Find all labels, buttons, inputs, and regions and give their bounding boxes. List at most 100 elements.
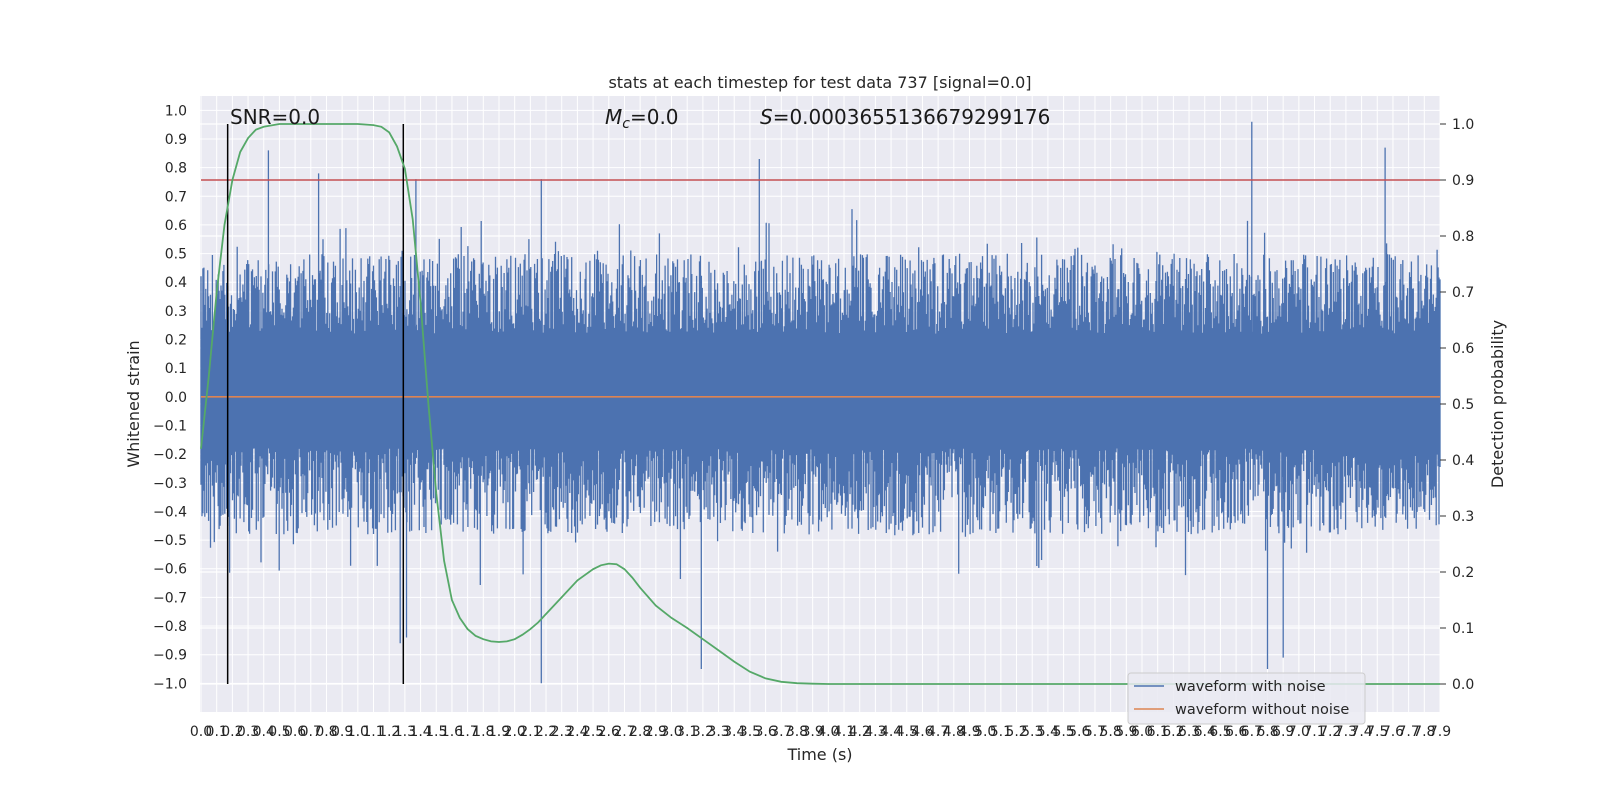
x-tick-label: 1.8: [472, 724, 494, 740]
x-tick-label: 0.9: [331, 724, 353, 740]
y-tick-label: 0.3: [165, 304, 187, 320]
y-tick-label: −0.6: [153, 562, 187, 578]
x-tick-label: 0.4: [253, 724, 275, 740]
y2-axis-label: Detection probability: [1488, 320, 1507, 488]
snr-annotation: SNR=0.0: [230, 105, 320, 129]
x-tick-label: 2.0: [504, 724, 526, 740]
x-tick-label: 6.2: [1162, 724, 1184, 740]
y-tick-label: −1.0: [153, 676, 187, 692]
x-tick-label: 6.3: [1178, 724, 1200, 740]
x-tick-label: 5.1: [990, 724, 1012, 740]
legend-label-noise: waveform with noise: [1175, 679, 1326, 695]
x-tick-label: 2.7: [613, 724, 635, 740]
series-waveform-with-noise: [200, 121, 1441, 684]
y2-tick-label: 0.7: [1452, 285, 1474, 301]
x-tick-label: 2.5: [582, 724, 604, 740]
x-tick-label: 5.5: [1052, 724, 1074, 740]
y2-tick-label: 1.0: [1452, 117, 1474, 133]
y-tick-label: −0.5: [153, 533, 187, 549]
y2-tick-label: 0.8: [1452, 229, 1474, 245]
x-tick-label: 0.7: [300, 724, 322, 740]
x-tick-label: 3.6: [754, 724, 776, 740]
y2-tick-label: 0.3: [1452, 509, 1474, 525]
x-tick-label: 6.7: [1241, 724, 1263, 740]
x-tick-label: 1.0: [347, 724, 369, 740]
y2-tick-label: 0.2: [1452, 565, 1474, 581]
y-tick-label: 0.0: [165, 390, 187, 406]
x-tick-label: 3.2: [692, 724, 714, 740]
x-tick-label: 6.8: [1256, 724, 1278, 740]
x-tick-label: 0.6: [284, 724, 306, 740]
x-tick-label: 7.1: [1303, 724, 1325, 740]
y-tick-label: 1.0: [165, 103, 187, 119]
x-tick-label: 7.0: [1288, 724, 1310, 740]
y2-tick-label: 0.0: [1452, 677, 1474, 693]
x-tick-label: 6.6: [1225, 724, 1247, 740]
x-tick-label: 0.3: [237, 724, 259, 740]
y2-tick-label: 0.9: [1452, 173, 1474, 189]
x-tick-label: 2.9: [645, 724, 667, 740]
y2-tick-label: 0.1: [1452, 621, 1474, 637]
y-tick-label: 0.9: [165, 132, 187, 148]
x-tick-label: 7.4: [1350, 724, 1372, 740]
x-axis-label: Time (s): [786, 745, 852, 764]
x-tick-label: 7.6: [1382, 724, 1404, 740]
y-axis-label: Whitened strain: [124, 340, 143, 467]
x-tick-label: 1.4: [409, 724, 431, 740]
x-tick-label: 4.4: [880, 724, 902, 740]
x-tick-label: 5.8: [1100, 724, 1122, 740]
x-tick-label: 4.9: [958, 724, 980, 740]
x-tick-label: 5.2: [1005, 724, 1027, 740]
y-tick-label: −0.7: [153, 590, 187, 606]
chart-title: stats at each timestep for test data 737…: [608, 73, 1031, 92]
x-tick-label: 3.4: [723, 724, 745, 740]
y2-axis-ticks: 1.0 0.9 0.8 0.7 0.6 0.5 0.4 0.3 0.2 0.1 0.0: [1440, 117, 1474, 693]
x-tick-label: 3.5: [739, 724, 761, 740]
x-tick-label: 7.2: [1319, 724, 1341, 740]
x-tick-label: 1.5: [425, 724, 447, 740]
x-tick-label: 4.0: [817, 724, 839, 740]
noise-trace: [200, 121, 1441, 684]
y-tick-label: −0.9: [153, 648, 187, 664]
x-tick-label: 6.9: [1272, 724, 1294, 740]
x-tick-label: 6.0: [1131, 724, 1153, 740]
mc-value: =0.0: [630, 105, 679, 129]
x-tick-label: 0.2: [221, 724, 243, 740]
y2-tick-label: 0.5: [1452, 397, 1474, 413]
x-tick-label: 5.3: [1021, 724, 1043, 740]
y-tick-label: −0.3: [153, 476, 187, 492]
y2-tick-label: 0.6: [1452, 341, 1474, 357]
x-tick-label: 4.7: [927, 724, 949, 740]
x-tick-label: 7.9: [1429, 724, 1451, 740]
mc-annotation: Mc=0.0: [605, 105, 679, 132]
x-tick-label: 3.7: [770, 724, 792, 740]
x-tick-label: 5.6: [1068, 724, 1090, 740]
x-tick-label: 0.5: [268, 724, 290, 740]
x-tick-label: 6.4: [1194, 724, 1216, 740]
x-tick-label: 7.3: [1335, 724, 1357, 740]
x-tick-label: 3.3: [707, 724, 729, 740]
x-tick-label: 4.2: [849, 724, 871, 740]
x-tick-label: 1.2: [378, 724, 400, 740]
legend: waveform with noise waveform without noi…: [1127, 672, 1366, 725]
s-annotation: S=0.0003655136679299176: [760, 105, 1050, 129]
x-tick-label: 3.0: [660, 724, 682, 740]
mc-subscript: c: [622, 116, 630, 132]
x-tick-label: 4.6: [911, 724, 933, 740]
x-axis-ticks: 0.00.10.20.30.40.50.60.70.80.91.01.11.21…: [190, 724, 1451, 740]
x-tick-label: 4.3: [864, 724, 886, 740]
x-tick-label: 1.3: [394, 724, 416, 740]
x-tick-label: 7.7: [1398, 724, 1420, 740]
y2-tick-label: 0.4: [1452, 453, 1474, 469]
mc-symbol: M: [605, 105, 622, 129]
y-tick-label: −0.1: [153, 418, 187, 434]
y-tick-label: 0.8: [165, 161, 187, 177]
x-tick-label: 2.8: [629, 724, 651, 740]
y-tick-label: 0.2: [165, 333, 187, 349]
x-tick-label: 3.9: [802, 724, 824, 740]
y-tick-label: 0.7: [165, 189, 187, 205]
x-tick-label: 6.5: [1209, 724, 1231, 740]
y-tick-label: 0.5: [165, 247, 187, 263]
x-tick-label: 3.1: [676, 724, 698, 740]
